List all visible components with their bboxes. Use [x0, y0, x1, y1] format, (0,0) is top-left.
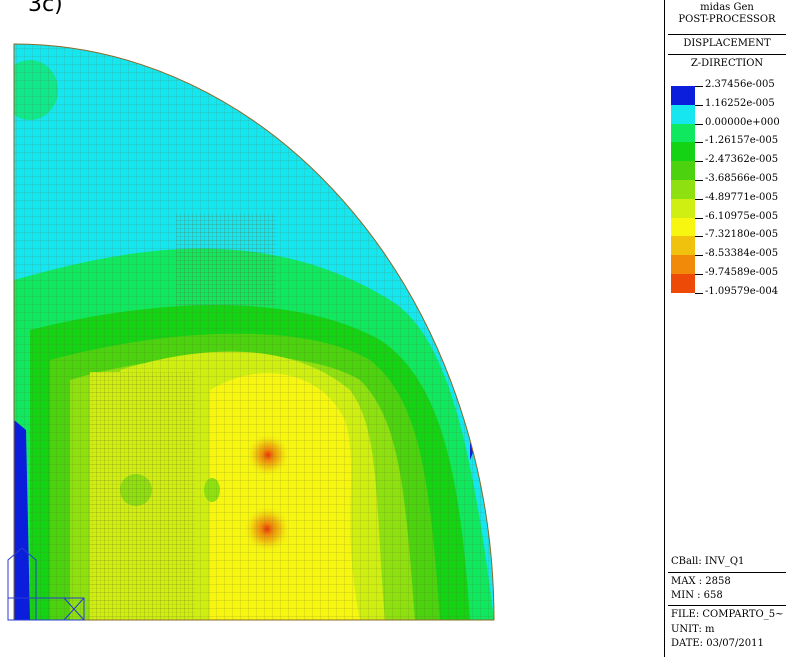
legend-tick — [695, 104, 703, 106]
legend-swatch — [671, 255, 695, 274]
min-label: MIN : 658 — [671, 590, 723, 601]
legend-swatch — [671, 104, 695, 124]
legend-value: -6.10975e-005 — [705, 210, 779, 222]
support-symbol — [7, 547, 85, 621]
fine-mesh-block — [176, 214, 276, 306]
legend-tick — [695, 123, 703, 125]
legend-panel: midas Gen POST-PROCESSOR DISPLACEMENT Z-… — [664, 0, 790, 657]
legend-value: -7.32180e-005 — [705, 229, 779, 241]
legend-value: -8.53384e-005 — [705, 248, 779, 260]
legend-tick — [695, 255, 703, 257]
displacement-contour-plot[interactable] — [0, 0, 664, 657]
legend-divider — [668, 34, 786, 35]
legend-value: -2.47362e-005 — [705, 154, 779, 166]
model-boundary — [13, 43, 495, 621]
legend-tick — [695, 217, 703, 219]
legend-tick — [695, 86, 703, 87]
result-type: DISPLACEMENT — [683, 38, 771, 49]
legend-swatch — [671, 142, 695, 162]
legend-tick — [695, 142, 703, 144]
legend-divider — [668, 572, 786, 573]
legend-tick — [695, 180, 703, 181]
legend-value: -1.09579e-004 — [705, 285, 779, 297]
legend-tick — [695, 292, 703, 294]
legend-tick — [695, 274, 703, 275]
unit-label: UNIT: m — [671, 624, 715, 635]
module-name: POST-PROCESSOR — [678, 14, 776, 25]
app-name: midas Gen — [700, 2, 754, 13]
legend-divider — [668, 605, 786, 606]
legend-value: -3.68566e-005 — [705, 173, 779, 184]
legend-value: 1.16252e-005 — [705, 97, 775, 109]
legend-swatch — [671, 198, 695, 218]
legend-swatch — [671, 180, 695, 199]
legend-swatch — [671, 123, 695, 143]
legend-swatch — [671, 161, 695, 180]
legend-tick — [695, 198, 703, 200]
component-name: Z-DIRECTION — [690, 58, 764, 69]
legend-value: 2.37456e-005 — [705, 79, 775, 90]
legend-value: -1.26157e-005 — [705, 135, 779, 147]
contour-regions — [14, 44, 494, 620]
legend-swatch — [671, 236, 695, 256]
fine-mesh-rect — [90, 372, 195, 620]
cball-label: CBall: INV_Q1 — [671, 556, 745, 567]
file-label: FILE: COMPARTO_5~ — [671, 609, 784, 620]
max-label: MAX : 2858 — [671, 576, 731, 587]
legend-tick — [695, 161, 703, 163]
legend-swatch — [671, 274, 695, 293]
date-label: DATE: 03/07/2011 — [671, 638, 764, 649]
legend-value: 0.00000e+000 — [705, 116, 780, 128]
legend-value: -4.89771e-005 — [705, 191, 779, 203]
band-blue-strip — [14, 420, 30, 620]
legend-value: -9.74589e-005 — [705, 267, 779, 278]
figure-part-label: 3c) — [28, 0, 63, 17]
legend-swatch — [671, 217, 695, 237]
legend-divider — [668, 54, 786, 55]
legend-tick — [695, 236, 703, 238]
legend-swatch — [671, 86, 695, 105]
